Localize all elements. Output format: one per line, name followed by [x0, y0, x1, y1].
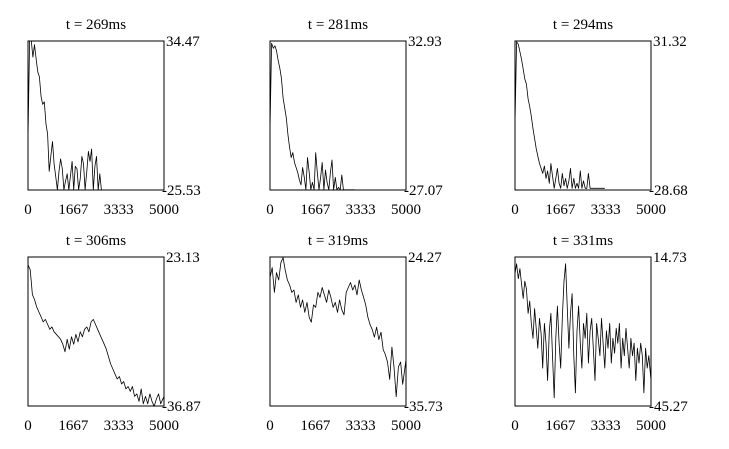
- plot-frame: [269, 256, 407, 407]
- plot-frame: [514, 40, 652, 191]
- plot-frame: [27, 256, 165, 407]
- chart-title: t = 281ms: [308, 17, 368, 33]
- plot-frame: [269, 40, 407, 191]
- plot-frame: [514, 256, 652, 407]
- chart-title: t = 294ms: [553, 17, 613, 33]
- x-tick-label: 1667: [545, 202, 576, 218]
- x-tick-label: 3333: [346, 202, 376, 218]
- series-line: [514, 41, 605, 189]
- x-tick-label: 1667: [300, 202, 331, 218]
- chart-panel: t = 281ms 0 1667 3333 5000 32.93 -27.07: [266, 17, 443, 218]
- series-line: [269, 42, 355, 191]
- y-max-label: 23.13: [166, 250, 200, 266]
- y-max-label: 34.47: [166, 34, 200, 50]
- x-tick-label: 0: [266, 418, 274, 434]
- x-tick-label: 5000: [149, 418, 179, 434]
- x-tick-label: 3333: [591, 418, 621, 434]
- x-tick-label: 0: [24, 418, 32, 434]
- y-max-label: 31.32: [653, 34, 687, 50]
- chart-panel: t = 306ms 0 1667 3333 5000 23.13 -36.87: [24, 233, 201, 434]
- x-tick-label: 1667: [58, 202, 89, 218]
- chart-title: t = 269ms: [66, 17, 126, 33]
- x-tick-label: 0: [511, 202, 519, 218]
- y-min-label: -36.87: [162, 399, 201, 415]
- x-tick-label: 5000: [391, 418, 421, 434]
- x-tick-label: 5000: [636, 202, 666, 218]
- chart-title: t = 306ms: [66, 233, 126, 249]
- y-min-label: -45.27: [649, 399, 688, 415]
- y-max-label: 24.27: [408, 250, 442, 266]
- y-min-label: -27.07: [404, 183, 443, 199]
- x-tick-label: 1667: [300, 418, 331, 434]
- x-tick-label: 1667: [58, 418, 89, 434]
- x-tick-label: 0: [511, 418, 519, 434]
- y-min-label: -35.73: [404, 399, 443, 415]
- y-min-label: -25.53: [162, 183, 201, 199]
- x-tick-label: 3333: [591, 202, 621, 218]
- series-line: [269, 257, 407, 398]
- x-tick-label: 3333: [104, 202, 134, 218]
- y-max-label: 14.73: [653, 250, 687, 266]
- chart-panel: t = 319ms 0 1667 3333 5000 24.27 -35.73: [266, 233, 443, 434]
- chart-title: t = 319ms: [308, 233, 368, 249]
- x-tick-label: 0: [266, 202, 274, 218]
- chart-panel: t = 294ms 0 1667 3333 5000 31.32 -28.68: [511, 17, 688, 218]
- x-tick-label: 3333: [346, 418, 376, 434]
- x-tick-label: 5000: [149, 202, 179, 218]
- x-tick-label: 5000: [636, 418, 666, 434]
- x-tick-label: 0: [24, 202, 32, 218]
- x-tick-label: 1667: [545, 418, 576, 434]
- chart-title: t = 331ms: [553, 233, 613, 249]
- series-line: [27, 40, 164, 191]
- series-line: [27, 264, 165, 407]
- x-tick-label: 5000: [391, 202, 421, 218]
- y-max-label: 32.93: [408, 34, 442, 50]
- chart-panel: t = 331ms 0 1667 3333 5000 14.73 -45.27: [511, 233, 688, 434]
- x-tick-label: 3333: [104, 418, 134, 434]
- chart-panel: t = 269ms 0 1667 3333 5000 34.47 -25.53: [24, 17, 201, 218]
- series-line: [514, 263, 652, 399]
- plot-frame: [27, 40, 165, 191]
- y-min-label: -28.68: [649, 183, 688, 199]
